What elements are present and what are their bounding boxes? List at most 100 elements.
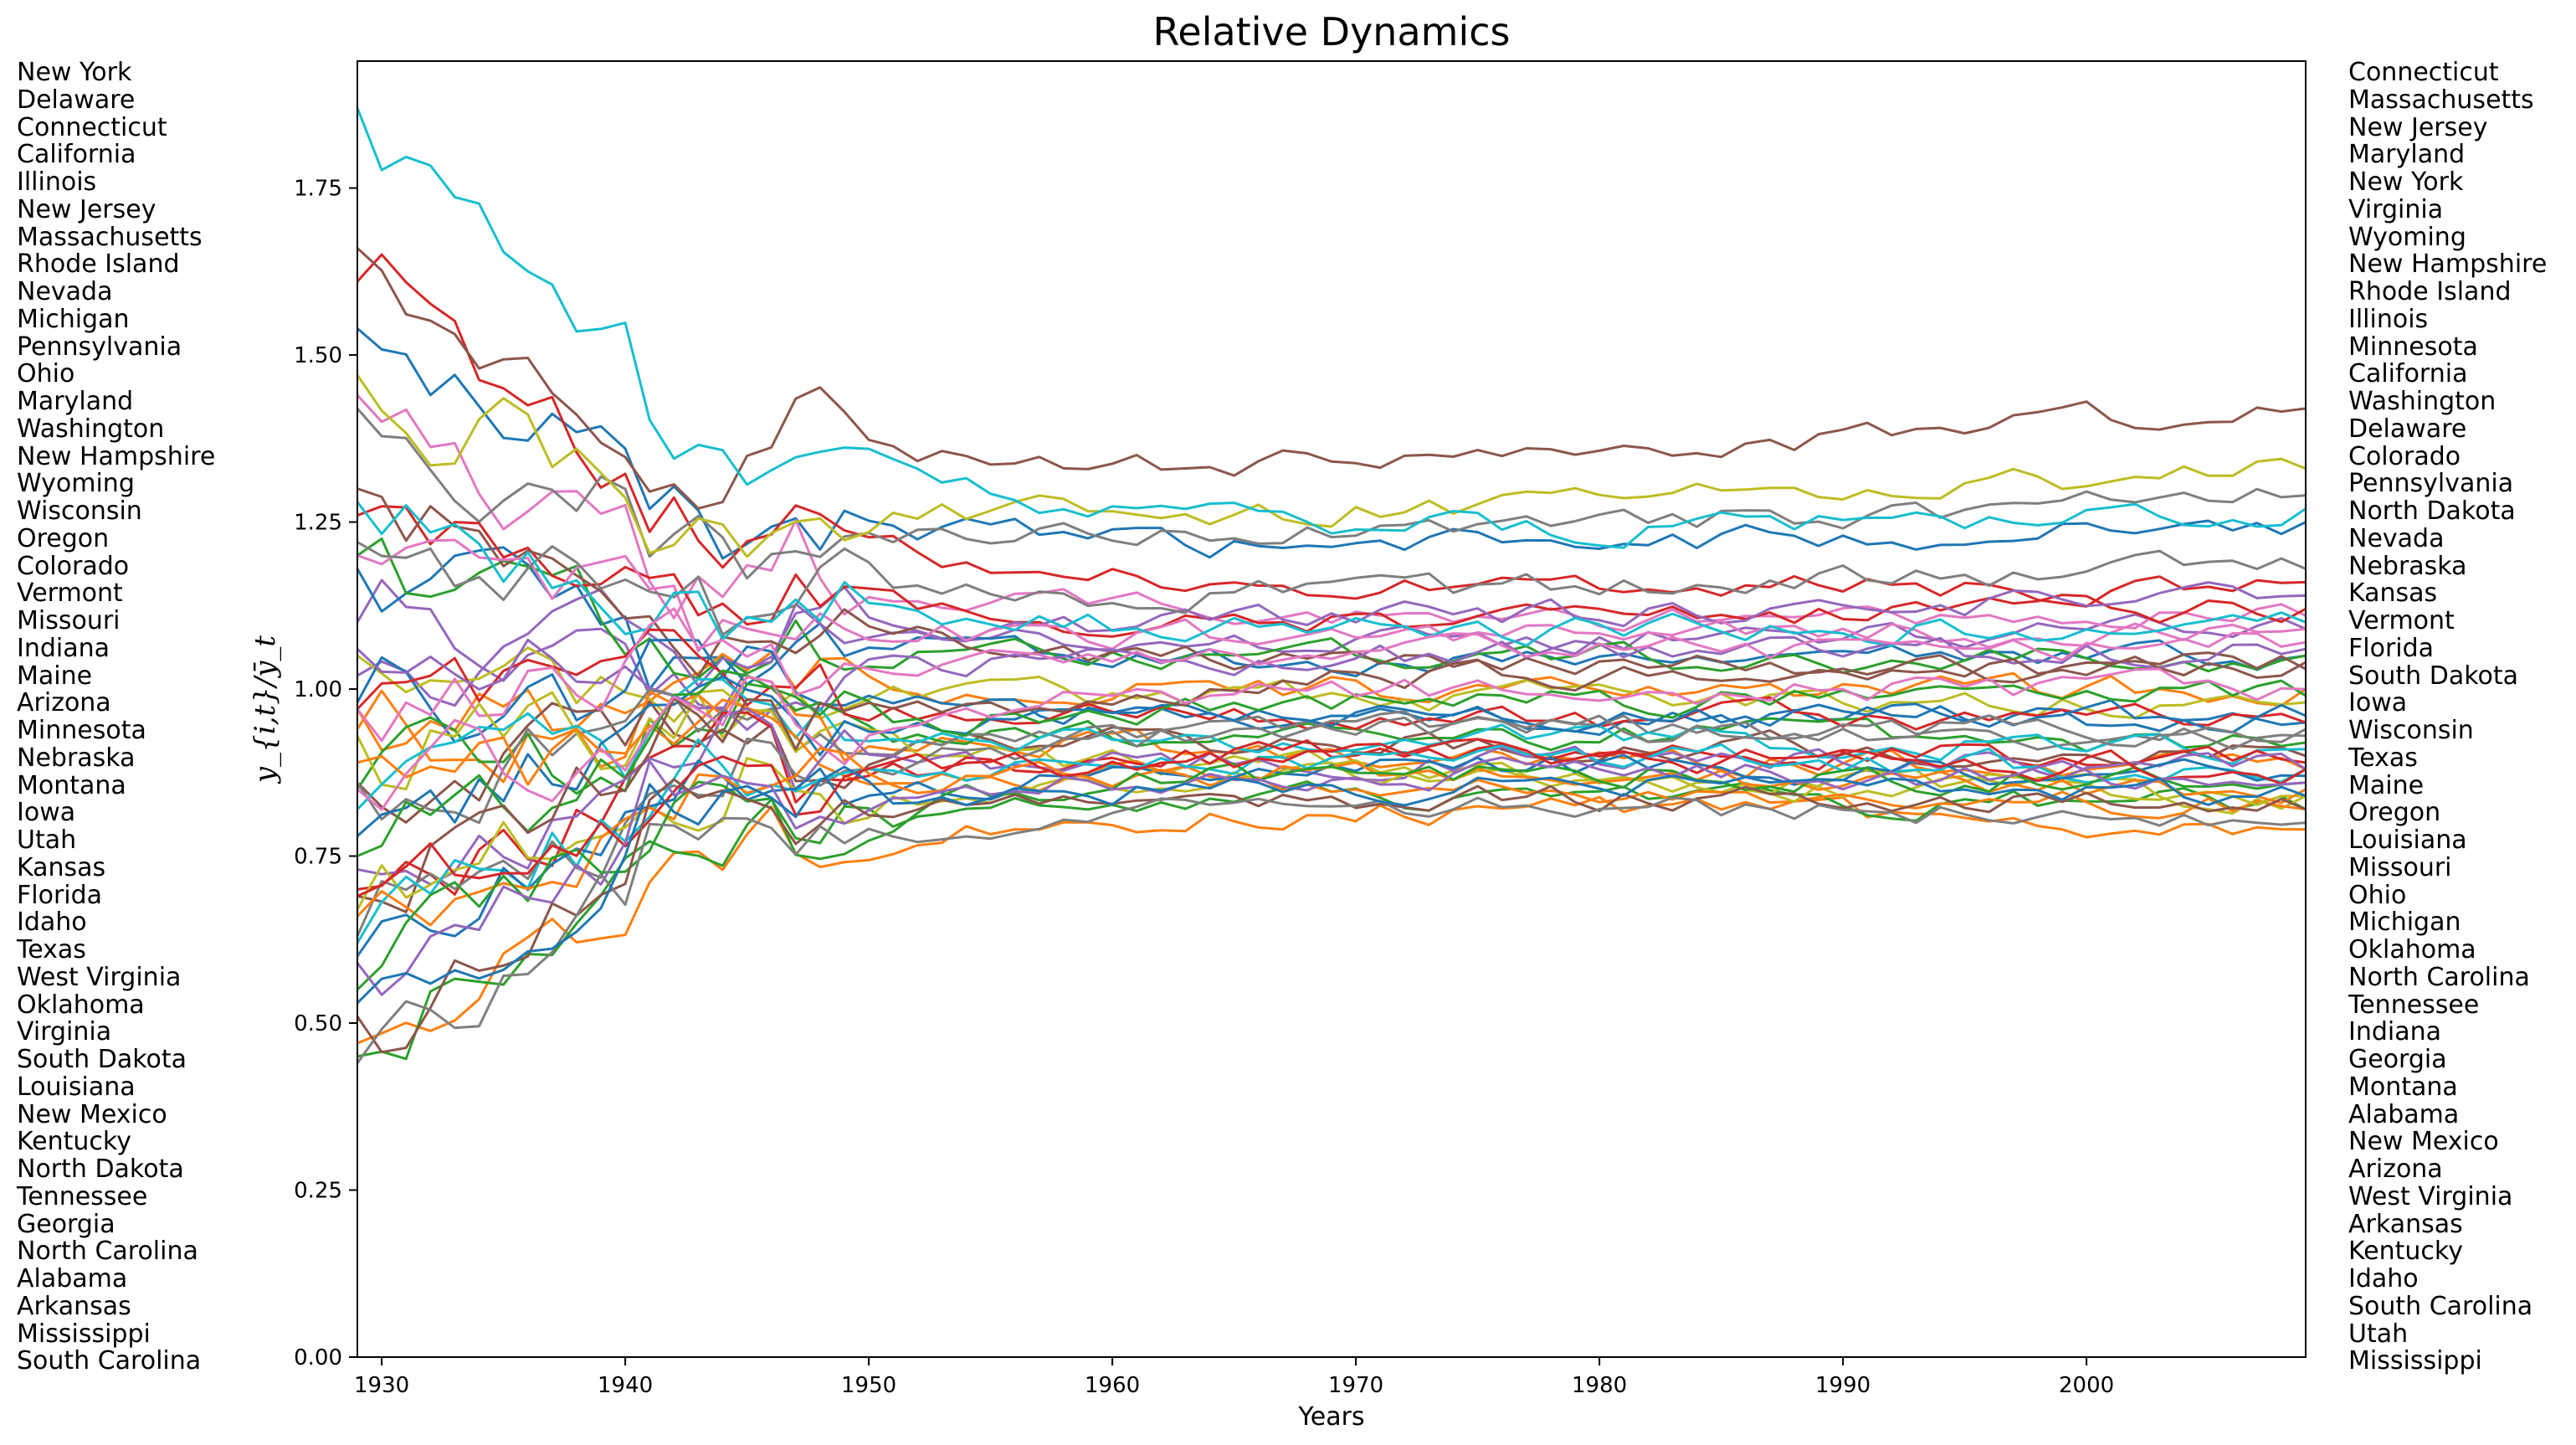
right-state-label: Arizona [2348, 1154, 2443, 1184]
series-line [357, 541, 2307, 636]
right-state-label: Wisconsin [2348, 716, 2474, 745]
left-state-label: Mississippi [17, 1319, 151, 1349]
left-state-label: Indiana [17, 633, 110, 663]
series-line [357, 505, 2307, 638]
series-line [356, 107, 2307, 549]
right-state-label: Kansas [2348, 579, 2438, 609]
right-state-label: Nevada [2348, 523, 2445, 553]
series-line [356, 756, 2307, 996]
left-state-label: Maine [17, 661, 93, 691]
right-state-label: Michigan [2348, 908, 2461, 938]
left-state-label: Louisiana [17, 1072, 136, 1102]
y-tick-label: 1.50 [294, 343, 342, 368]
left-state-label: Nevada [17, 277, 113, 306]
series-line [356, 247, 2307, 510]
series-line [356, 762, 2307, 991]
y-tick-label: 1.75 [294, 177, 342, 202]
right-state-label: New Hampshire [2348, 249, 2548, 280]
left-state-label: New York [17, 58, 132, 87]
left-state-label: Nebraska [17, 743, 136, 773]
right-state-label: Minnesota [2348, 332, 2478, 362]
left-state-label: Connecticut [17, 112, 167, 142]
left-state-label: Virginia [17, 1017, 112, 1047]
series-line [357, 698, 2307, 820]
right-state-label: Oklahoma [2348, 935, 2476, 964]
y-tick-label: 0.25 [294, 1179, 342, 1204]
right-state-label: Rhode Island [2348, 277, 2512, 306]
right-state-label: Connecticut [2348, 58, 2499, 87]
left-state-label: New Hampshire [17, 441, 216, 471]
x-tick-label: 1980 [1572, 1373, 1627, 1398]
series-line [356, 651, 2307, 752]
left-state-label: Illinois [17, 167, 97, 197]
left-state-label: Minnesota [17, 716, 146, 745]
left-state-label: Colorado [17, 551, 130, 581]
left-state-label: Tennessee [17, 1181, 148, 1211]
x-tick-label: 1940 [598, 1373, 653, 1398]
left-state-label: West Virginia [17, 962, 182, 992]
right-state-label: Oregon [2348, 798, 2441, 828]
right-state-label: Colorado [2348, 441, 2461, 471]
series-line [357, 669, 2307, 857]
x-tick-label: 2000 [2059, 1373, 2114, 1398]
series-line [357, 656, 2307, 913]
left-state-label: Michigan [17, 304, 130, 334]
left-state-label: Florida [17, 880, 103, 910]
left-state-label: Rhode Island [17, 249, 180, 280]
right-state-label: Wyoming [2348, 222, 2466, 252]
y-tick-label: 1.25 [294, 511, 342, 536]
left-state-label: Oklahoma [17, 990, 145, 1020]
left-state-label: California [17, 140, 136, 170]
right-state-label: North Carolina [2348, 962, 2530, 992]
left-state-label: Maryland [17, 387, 134, 416]
right-state-label: Indiana [2348, 1017, 2442, 1047]
x-tick-label: 1930 [354, 1373, 409, 1398]
left-state-label: Vermont [17, 579, 123, 609]
series-line [356, 738, 2307, 944]
left-state-label: Arizona [17, 688, 111, 718]
x-tick-label: 1950 [841, 1373, 896, 1398]
series-line [357, 537, 2307, 680]
right-state-label: Montana [2348, 1072, 2458, 1102]
right-state-label: South Carolina [2348, 1291, 2533, 1321]
series-line [356, 407, 2307, 580]
left-state-label: Kansas [17, 852, 106, 882]
right-state-label: Tennessee [2348, 990, 2480, 1020]
left-state-label: Iowa [17, 798, 76, 828]
left-state-label: Pennsylvania [17, 332, 182, 362]
right-state-label: Iowa [2348, 688, 2408, 718]
right-state-label: New York [2348, 167, 2464, 197]
x-tick-label: 1960 [1085, 1373, 1140, 1398]
left-state-label: Idaho [17, 908, 87, 938]
series-line [356, 501, 2307, 648]
left-state-label: North Carolina [17, 1237, 198, 1267]
x-axis: 1930 1940 1950 1960 1970 1980 1990 2000 [354, 1357, 2114, 1398]
series-line [356, 688, 2307, 825]
left-state-label: Missouri [17, 606, 121, 635]
left-state-label: New Mexico [17, 1099, 167, 1129]
right-state-label: Virginia [2348, 194, 2444, 224]
right-state-label: Idaho [2348, 1264, 2419, 1293]
left-state-label: Massachusetts [17, 222, 203, 252]
right-state-label: Ohio [2348, 880, 2407, 910]
right-state-label: Illinois [2348, 304, 2429, 334]
right-state-label: Vermont [2348, 606, 2455, 635]
right-state-label: Kentucky [2348, 1237, 2463, 1267]
right-state-label: Maryland [2348, 140, 2466, 170]
left-state-label: Georgia [17, 1209, 115, 1239]
left-state-label: New Jersey [17, 194, 157, 224]
left-state-label: Delaware [17, 85, 136, 115]
right-state-label: West Virginia [2348, 1181, 2513, 1211]
right-state-label: Washington [2348, 387, 2496, 416]
series-line [357, 646, 2307, 739]
right-state-label: South Dakota [2348, 661, 2519, 691]
series-line [356, 778, 2307, 1054]
series-line [356, 579, 2307, 712]
series-line [356, 765, 2307, 1005]
series-line [357, 327, 2307, 560]
series-line [357, 581, 2307, 707]
series-lines [356, 107, 2307, 1064]
left-state-label: South Carolina [17, 1346, 202, 1376]
series-line [357, 738, 2307, 897]
